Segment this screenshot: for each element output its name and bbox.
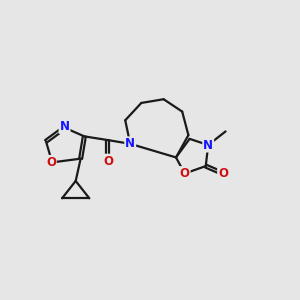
Text: N: N [203, 139, 213, 152]
Text: O: O [218, 167, 228, 180]
Text: O: O [46, 156, 56, 169]
Text: N: N [59, 120, 70, 133]
Text: O: O [180, 167, 190, 180]
Text: N: N [125, 137, 135, 150]
Text: O: O [103, 154, 113, 168]
